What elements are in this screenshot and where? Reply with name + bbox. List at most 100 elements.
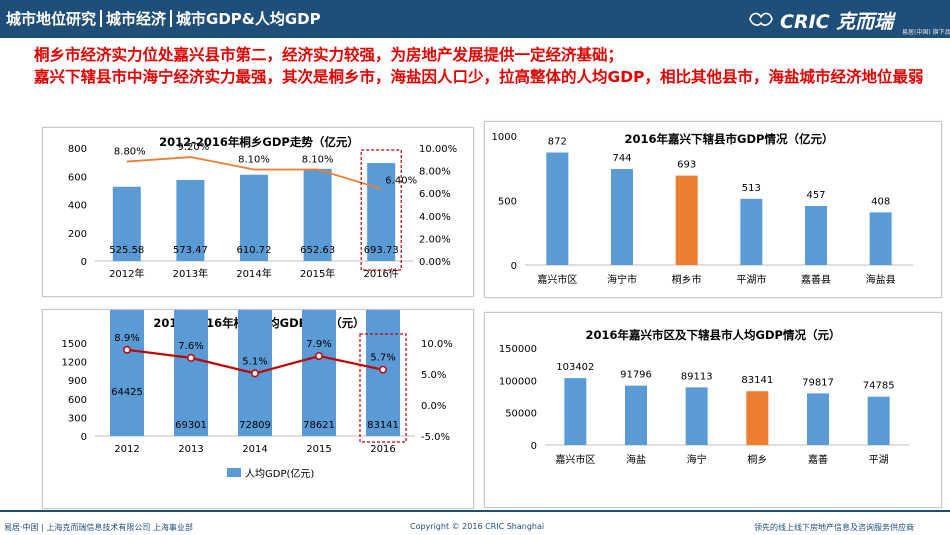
x-tick-label: 嘉善县 xyxy=(801,273,831,286)
y2-tick-label: 10.0% xyxy=(421,339,453,350)
highlight-box xyxy=(359,333,407,443)
y2-tick-label: 0.0% xyxy=(421,401,446,412)
line-point xyxy=(315,352,323,360)
x-tick-label: 2014年 xyxy=(236,267,271,280)
breadcrumb-item[interactable]: 城市经济 xyxy=(106,10,167,28)
footer-copyright: Copyright © 2016 CRIC Shanghai xyxy=(410,522,545,531)
x-tick-label: 2016件 xyxy=(363,268,398,280)
x-tick-label: 2012 xyxy=(114,444,139,455)
x-tick-label: 海盐县 xyxy=(866,273,896,286)
bar-data-label: 693 xyxy=(677,160,696,171)
bar-data-label: 78621 xyxy=(303,420,335,431)
x-tick-label: 嘉兴市区 xyxy=(555,453,595,466)
x-tick-label: 2015 xyxy=(306,444,331,455)
y-tick-label: 0 xyxy=(511,261,517,272)
y-tick-label: 0 xyxy=(81,432,87,443)
bar xyxy=(746,391,769,445)
chart-title: 2016年嘉兴市区及下辖县市人均GDP情况（元） xyxy=(586,328,841,342)
bar-data-label: 652.63 xyxy=(300,245,335,256)
bar xyxy=(112,186,141,261)
breadcrumb-item[interactable]: 城市地位研究 xyxy=(6,10,97,28)
x-tick-label: 桐乡 xyxy=(747,453,767,466)
bar-data-label: 513 xyxy=(742,183,761,194)
bar xyxy=(805,206,827,265)
chart-panel-county-per-capita: 2016年嘉兴市区及下辖县市人均GDP情况（元） 0 50000 100000 1500… xyxy=(484,312,942,508)
bar xyxy=(611,169,633,265)
brand-logo: CRIC 克而瑞 xyxy=(780,11,894,33)
bar xyxy=(303,168,332,261)
handshake-logo-icon xyxy=(749,12,773,26)
bar-data-label: 89113 xyxy=(681,371,713,382)
bar xyxy=(685,387,708,445)
bar xyxy=(564,378,587,445)
y2-tick-label: -5.0% xyxy=(421,432,450,443)
y-tick-label: 50000 xyxy=(505,409,537,420)
y-tick-label: 400 xyxy=(68,201,87,212)
x-tick-label: 海宁市 xyxy=(607,273,637,286)
y-tick-label: 0 xyxy=(531,441,537,452)
y2-tick-label: 5.0% xyxy=(421,370,446,381)
chart-panel-per-capita-trend: 2012-2016年桐乡人均GDP走势（元）030060090012001500… xyxy=(42,309,474,509)
x-tick-label: 海宁 xyxy=(687,453,707,466)
y2-tick-label: 6.00% xyxy=(419,189,451,200)
bar-data-label: 83141 xyxy=(367,420,399,431)
bar xyxy=(367,163,396,261)
breadcrumb: 城市地位研究 城市经济 城市GDP&人均GDP xyxy=(6,8,321,29)
x-tick-label: 2016 xyxy=(370,444,395,455)
bar-data-label: 64425 xyxy=(111,387,143,398)
bar-data-label: 408 xyxy=(871,196,890,207)
x-tick-label: 嘉兴市区 xyxy=(537,273,577,286)
bar xyxy=(110,310,144,436)
bar xyxy=(176,179,205,261)
line-point xyxy=(251,369,259,378)
chart-panel-county-gdp: 2016年嘉兴下辖县市GDP情况（亿元） 0 500 1000 872 嘉兴市区 744 海宁… xyxy=(484,121,942,298)
bar-data-label: 457 xyxy=(806,190,825,201)
x-tick-label: 平湖 xyxy=(869,454,889,466)
bar xyxy=(174,310,208,436)
x-tick-label: 2012年 xyxy=(109,267,144,280)
bar xyxy=(240,174,268,261)
chart-panel-gdp-trend: 2012-2016年桐乡GDP走势（亿元） 0 200 400 600 800 0.00% 2… xyxy=(42,127,474,297)
bar-data-label: 872 xyxy=(548,137,567,148)
y-tick-label: 800 xyxy=(68,144,87,155)
legend-label: 人均GDP(亿元) xyxy=(245,467,314,480)
bar xyxy=(867,396,890,445)
growth-rate-line xyxy=(126,156,382,190)
bar-data-label: 610.72 xyxy=(237,245,272,256)
footer-company: 易居·中国 | 上海克而瑞信息技术有限公司 上海事业部 xyxy=(4,523,193,532)
breadcrumb-divider xyxy=(100,10,103,27)
y2-tick-label: 2.00% xyxy=(419,234,451,245)
line-data-label: 5.7% xyxy=(370,353,395,364)
bar-data-label: 72809 xyxy=(239,420,271,431)
bar-data-label: 744 xyxy=(612,153,631,164)
chart-title: 2016年嘉兴下辖县市GDP情况（亿元） xyxy=(625,132,834,146)
gdp-trend-chart: 2012-2016年桐乡GDP走势（亿元） 0 200 400 600 800 0.00% 2… xyxy=(68,135,457,280)
line-data-label: 7.6% xyxy=(178,341,203,352)
y-tick-label: 0 xyxy=(81,257,87,268)
bar-data-label: 693.73 xyxy=(364,245,399,256)
y2-tick-label: 10.00% xyxy=(419,144,457,155)
bar xyxy=(302,310,336,436)
intro-text: 桐乡市经济实力位处嘉兴县市第二，经济实力较强，为房地产发展提供一定经济基础； 嘉… xyxy=(34,44,934,88)
bar-data-label: 69301 xyxy=(175,420,207,431)
y-tick-label: 1500 xyxy=(62,339,87,350)
bar xyxy=(869,212,892,265)
y-tick-label: 300 xyxy=(68,413,87,424)
bar xyxy=(625,385,647,445)
bar-data-label: 103402 xyxy=(556,362,594,373)
line-data-label: 7.9% xyxy=(306,339,331,350)
line-data-label: 8.80% xyxy=(114,147,146,158)
y-tick-label: 1000 xyxy=(492,132,517,143)
x-tick-label: 2013年 xyxy=(173,267,208,280)
y-tick-label: 1200 xyxy=(62,358,87,369)
x-tick-label: 2013 xyxy=(178,444,203,455)
line-data-label: 8.10% xyxy=(302,154,334,165)
per-capita-trend-chart: 2012-2016年桐乡人均GDP走势（元）030060090012001500… xyxy=(62,310,453,480)
breadcrumb-item[interactable]: 城市GDP&人均GDP xyxy=(176,10,321,28)
county-per-capita-chart: 2016年嘉兴市区及下辖县市人均GDP情况（元） 0 50000 100000 1500… xyxy=(499,328,909,466)
y-tick-label: 150000 xyxy=(499,344,537,355)
line-data-label: 8.9% xyxy=(114,333,139,344)
x-tick-label: 嘉善 xyxy=(808,453,828,466)
line-point xyxy=(123,345,131,354)
y2-tick-label: 0.00% xyxy=(419,257,451,268)
